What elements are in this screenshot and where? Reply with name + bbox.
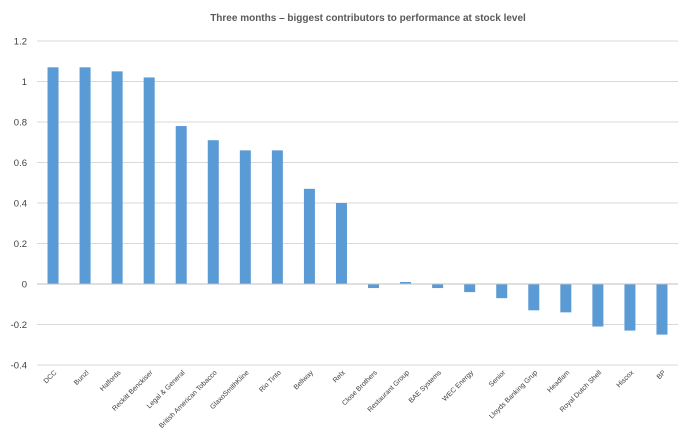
bar bbox=[207, 140, 219, 284]
bar bbox=[175, 126, 187, 284]
bar bbox=[592, 284, 604, 327]
bar bbox=[271, 150, 283, 284]
x-tick-label: Bunzl bbox=[73, 369, 91, 387]
y-tick-label: -0.2 bbox=[11, 320, 27, 331]
chart-title: Three months – biggest contributors to p… bbox=[210, 13, 526, 24]
x-tick-label: Senior bbox=[488, 369, 508, 389]
bar bbox=[239, 150, 251, 284]
x-tick-label: BP bbox=[656, 369, 668, 381]
x-tick-label: Bellway bbox=[293, 369, 315, 391]
x-tick-label: Headlam bbox=[546, 369, 571, 394]
y-axis-ticks: 1.2 1 0.8 0.6 0.4 0.2 0 -0.2 -0.4 bbox=[11, 37, 27, 372]
x-tick-label: Halfords bbox=[99, 369, 123, 393]
bar bbox=[496, 284, 508, 299]
y-tick-label: 1 bbox=[22, 77, 27, 88]
x-tick-label: Hiscox bbox=[616, 369, 636, 389]
y-tick-label: 0.4 bbox=[14, 199, 27, 210]
x-tick-label: Rio Tinto bbox=[258, 369, 283, 394]
y-tick-label: 1.2 bbox=[14, 37, 27, 48]
x-tick-label: Relx bbox=[332, 369, 347, 384]
bar bbox=[368, 284, 380, 289]
bar bbox=[464, 284, 476, 293]
bar bbox=[335, 203, 347, 284]
bar bbox=[624, 284, 636, 331]
bar bbox=[47, 67, 59, 284]
gridlines bbox=[37, 40, 678, 366]
bar bbox=[111, 71, 123, 284]
bar bbox=[560, 284, 572, 313]
bar bbox=[303, 188, 315, 284]
bar bbox=[432, 284, 444, 289]
bars bbox=[47, 67, 668, 335]
y-tick-label: 0.6 bbox=[14, 158, 27, 169]
y-tick-label: 0 bbox=[22, 280, 27, 291]
y-tick-label: -0.4 bbox=[11, 361, 27, 372]
y-tick-label: 0.8 bbox=[14, 118, 27, 129]
x-tick-label: BAE Systems bbox=[408, 369, 444, 405]
x-tick-label: WEC Energy bbox=[442, 369, 476, 403]
y-tick-label: 0.2 bbox=[14, 239, 27, 250]
bar bbox=[528, 284, 540, 311]
x-tick-label: DCC bbox=[43, 369, 59, 385]
bar bbox=[143, 77, 155, 284]
bar bbox=[656, 284, 668, 335]
bar bbox=[79, 67, 91, 284]
bar bbox=[400, 281, 412, 284]
x-tick-label: British American Tobacco bbox=[158, 369, 219, 430]
